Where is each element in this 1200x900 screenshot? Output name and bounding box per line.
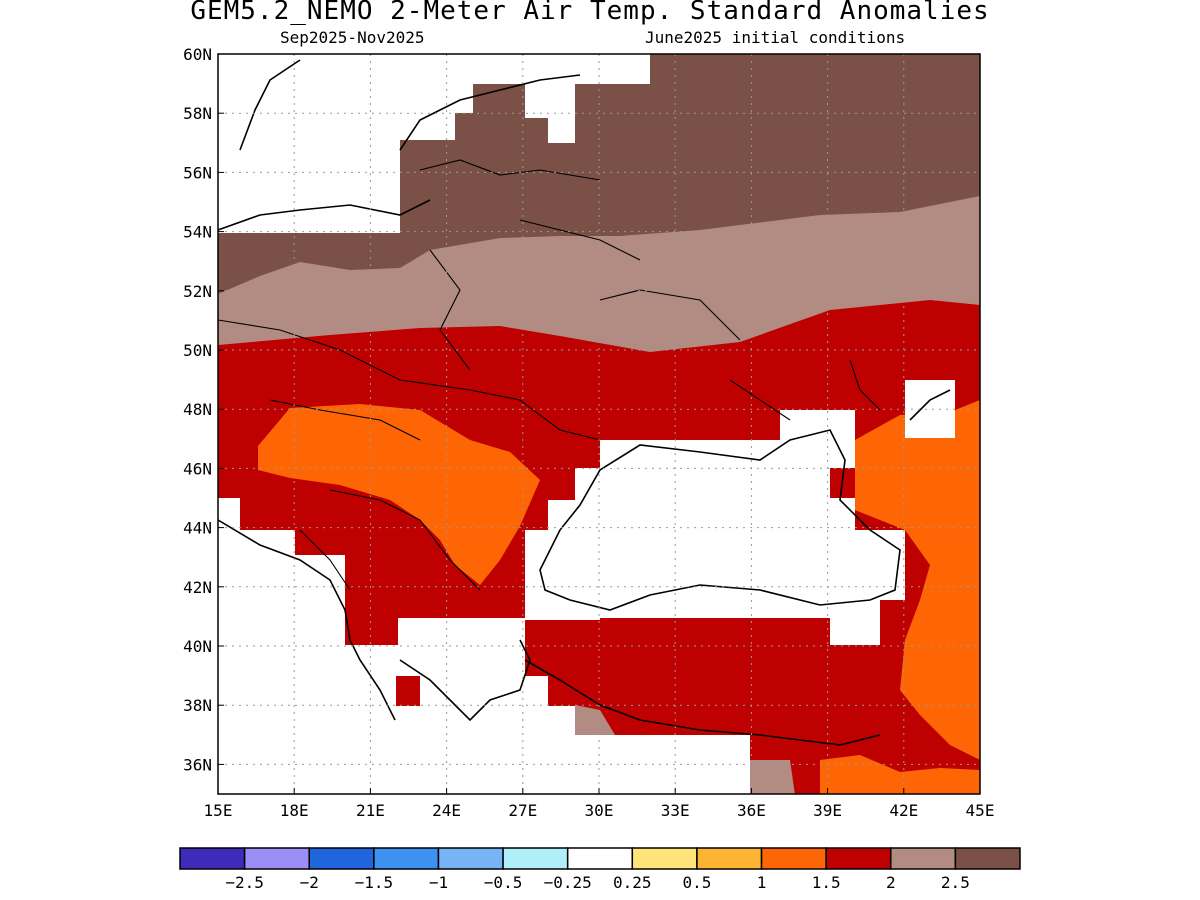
lon-tick-label: 45E [966, 801, 995, 820]
lat-tick-label: 60N [183, 45, 212, 64]
lat-tick-label: 44N [183, 519, 212, 538]
lon-tick-label: 39E [813, 801, 842, 820]
lat-tick-label: 56N [183, 163, 212, 182]
lon-tick-label: 15E [204, 801, 233, 820]
country-borders [218, 159, 881, 591]
neutral-scandinavia [218, 54, 245, 143]
colorbar-swatch [437, 847, 504, 870]
lon-tick-label: 36E [737, 801, 766, 820]
latitude-labels: 36N 38N 40N 42N 44N 46N 48N 50N 52N 54N 56N 58N 60N [183, 45, 224, 774]
anomaly-region-orange-south [820, 755, 980, 794]
lon-tick-label: 24E [432, 801, 461, 820]
anomaly-region-light-brown-south [575, 705, 615, 735]
colorbar-label: −2 [300, 873, 319, 892]
colorbar-label: −0.25 [544, 873, 592, 892]
lon-tick-label: 18E [280, 801, 309, 820]
colorbar-label: 0.5 [682, 873, 711, 892]
lat-tick-label: 38N [183, 696, 212, 715]
lat-tick-label: 54N [183, 223, 212, 242]
lat-tick-label: 40N [183, 637, 212, 656]
lat-tick-label: 50N [183, 341, 212, 360]
colorbar-swatch [954, 847, 1021, 870]
dark-red-peloponnese-patch [396, 676, 420, 706]
colorbar-swatch [502, 847, 569, 870]
lat-tick-label: 48N [183, 400, 212, 419]
lat-tick-label: 36N [183, 755, 212, 774]
colorbar-swatch [760, 847, 827, 870]
colorbar-label: −1.5 [355, 873, 394, 892]
initial-conditions: June2025 initial conditions [645, 28, 906, 47]
lon-tick-label: 42E [889, 801, 918, 820]
colorbar-swatch [825, 847, 892, 870]
colorbar-swatch [890, 847, 957, 870]
colorbar-label: −1 [429, 873, 448, 892]
colorbar-swatch [631, 847, 698, 870]
forecast-period: Sep2025-Nov2025 [280, 28, 425, 47]
anomaly-fields [218, 54, 980, 794]
lon-tick-label: 33E [661, 801, 690, 820]
longitude-labels: 15E 18E 21E 24E 27E 30E 33E 36E 39E 42E 45E [204, 788, 995, 820]
lon-tick-label: 30E [585, 801, 614, 820]
colorbar [179, 847, 1021, 870]
anomaly-region-orange-east [855, 400, 980, 760]
colorbar-label: 1 [757, 873, 767, 892]
colorbar-label: 1.5 [812, 873, 841, 892]
colorbar-label: 2.5 [941, 873, 970, 892]
lat-tick-label: 46N [183, 459, 212, 478]
map-title: GEM5.2_NEMO 2-Meter Air Temp. Standard A… [190, 0, 990, 26]
colorbar-swatch [243, 847, 310, 870]
colorbar-swatch [696, 847, 763, 870]
lon-tick-label: 21E [356, 801, 385, 820]
neutral-baltic-sea [218, 54, 650, 233]
colorbar-label: −0.5 [484, 873, 523, 892]
lat-tick-label: 52N [183, 282, 212, 301]
anomaly-region-orange-west [258, 404, 540, 585]
lat-tick-label: 58N [183, 104, 212, 123]
lon-tick-label: 27E [508, 801, 537, 820]
colorbar-label: 0.25 [613, 873, 652, 892]
colorbar-label: 2 [886, 873, 896, 892]
colorbar-swatch [566, 847, 634, 870]
lat-tick-label: 42N [183, 578, 212, 597]
gridlines [218, 54, 980, 794]
coastlines [218, 59, 951, 746]
colorbar-labels: −2.5 −2 −1.5 −1 −0.5 −0.25 0.25 0.5 1 1.5 2 2.5 [225, 873, 969, 892]
anomaly-region-light-brown-south-2 [748, 760, 795, 794]
colorbar-swatch [308, 847, 375, 870]
colorbar-swatch [373, 847, 440, 870]
colorbar-swatch [179, 847, 246, 870]
colorbar-label: −2.5 [225, 873, 264, 892]
